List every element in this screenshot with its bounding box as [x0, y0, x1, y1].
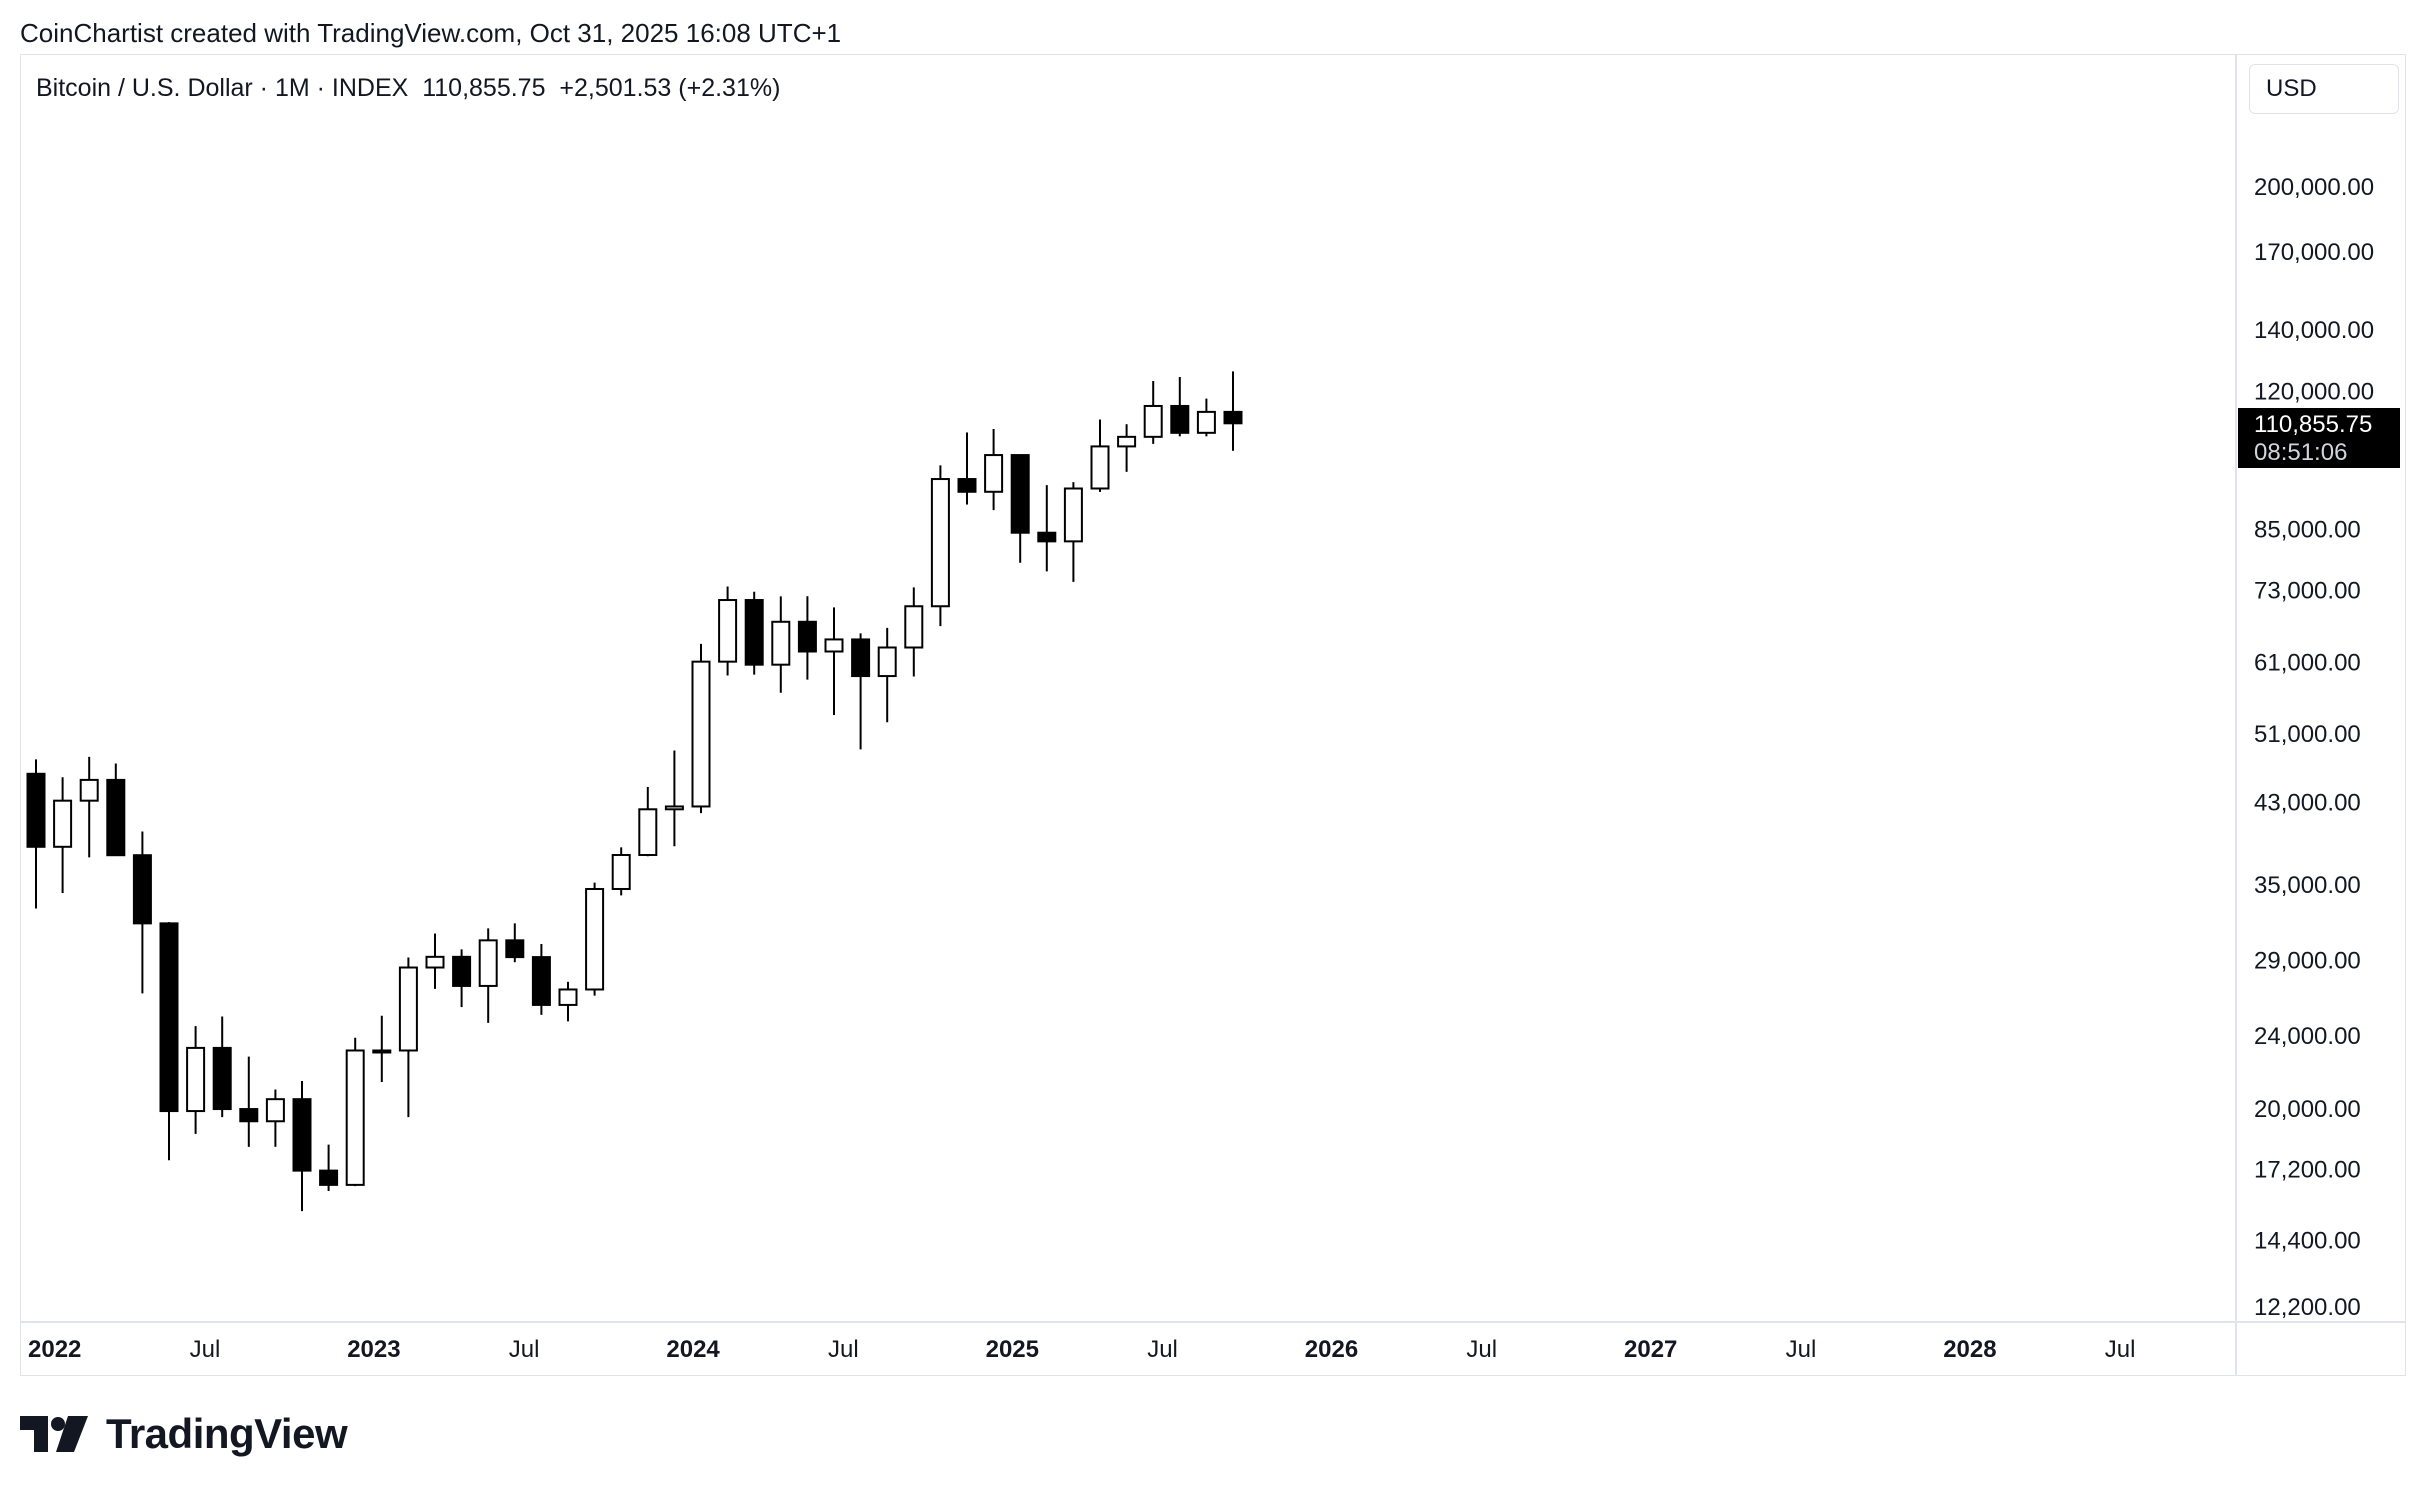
price-tick-label: 170,000.00 [2254, 239, 2374, 266]
time-axis: 2022 Jul 2023 Jul 2024 Jul 2025 Jul 2026 Jul 2027 J… [28, 1336, 2135, 1363]
candle-2022-09[interactable] [239, 1108, 259, 1123]
time-tick-month: Jul [1147, 1336, 1178, 1363]
time-tick-month: Jul [1786, 1336, 1817, 1363]
candle-2024-05[interactable] [771, 620, 791, 666]
candle-2023-07[interactable] [505, 939, 525, 959]
price-tick-label: 120,000.00 [2254, 379, 2374, 406]
price-tick-label: 51,000.00 [2254, 721, 2361, 748]
price-axis: 200,000.00 170,000.00 140,000.00 120,000.00… [2254, 174, 2374, 1321]
candle-2025-07[interactable] [1143, 404, 1163, 438]
time-tick-month: Jul [509, 1336, 540, 1363]
candle-2023-08[interactable] [531, 956, 551, 1006]
price-tick-label: 61,000.00 [2254, 650, 2361, 677]
candle-2024-06[interactable] [797, 620, 817, 653]
candle-2025-02[interactable] [1010, 454, 1030, 534]
price-change: +2,501.53 (+2.31%) [559, 74, 781, 102]
candle-2023-12[interactable] [638, 808, 658, 856]
candle-2025-04[interactable] [1063, 487, 1083, 543]
price-tick-label: 200,000.00 [2254, 174, 2374, 201]
candle-2024-04[interactable] [744, 599, 764, 666]
symbol-legend: Bitcoin / U.S. Dollar · 1M · INDEX 110,8… [36, 74, 780, 103]
time-tick-month: Jul [828, 1336, 859, 1363]
candle-2025-09[interactable] [1196, 410, 1216, 434]
price-tag-box [2238, 408, 2400, 468]
candle-2025-03[interactable] [1037, 531, 1057, 543]
price-tick-label: 43,000.00 [2254, 790, 2361, 817]
candle-2022-04[interactable] [106, 778, 126, 857]
candle-2024-01[interactable] [664, 805, 684, 811]
candle-2022-03[interactable] [79, 778, 99, 802]
price-tick-label: 29,000.00 [2254, 947, 2361, 974]
candle-2025-08[interactable] [1170, 404, 1190, 434]
price-tick-label: 14,400.00 [2254, 1228, 2361, 1255]
candle-2024-02[interactable] [691, 660, 711, 808]
currency-button[interactable]: USD [2249, 64, 2399, 114]
candle-2023-04[interactable] [425, 955, 445, 969]
price-tag-price: 110,855.75 [2254, 411, 2372, 438]
candle-2024-08[interactable] [851, 638, 871, 678]
candle-2023-06[interactable] [478, 939, 498, 987]
time-tick-year: 2024 [666, 1336, 720, 1363]
candle-2025-06[interactable] [1117, 435, 1137, 448]
tradingview-logo-text: TradingView [106, 1410, 348, 1457]
candle-2024-11[interactable] [930, 478, 950, 608]
candle-2022-10[interactable] [265, 1098, 285, 1123]
candle-2023-01[interactable] [345, 1049, 365, 1186]
price-tick-label: 85,000.00 [2254, 517, 2361, 544]
time-tick-year: 2027 [1624, 1336, 1677, 1363]
time-tick-month: Jul [1466, 1336, 1497, 1363]
time-tick-year: 2023 [347, 1336, 400, 1363]
price-tick-label: 73,000.00 [2254, 578, 2361, 605]
time-tick-year: 2025 [986, 1336, 1039, 1363]
time-tick-year: 2022 [28, 1336, 81, 1363]
candle-2022-01[interactable] [26, 772, 46, 848]
attribution-text: CoinChartist created with TradingView.co… [20, 18, 842, 48]
candle-2022-08[interactable] [212, 1046, 232, 1111]
candle-2022-06[interactable] [159, 922, 179, 1113]
candle-2022-07[interactable] [186, 1046, 206, 1113]
candle-2024-03[interactable] [718, 599, 738, 663]
last-price: 110,855.75 [422, 74, 546, 102]
candle-2024-07[interactable] [824, 638, 844, 653]
candle-2023-02[interactable] [372, 1049, 392, 1054]
candle-2022-05[interactable] [132, 854, 152, 925]
time-tick-year: 2028 [1943, 1336, 1996, 1363]
price-tick-label: 24,000.00 [2254, 1023, 2361, 1050]
candle-2023-03[interactable] [398, 966, 418, 1052]
candle-2025-01[interactable] [984, 454, 1004, 493]
candle-2025-10[interactable] [1223, 410, 1243, 425]
price-tick-label: 20,000.00 [2254, 1096, 2361, 1123]
candle-2023-05[interactable] [452, 955, 472, 987]
candles-group [26, 371, 1243, 1212]
price-tick-label: 12,200.00 [2254, 1294, 2361, 1321]
chart-frame [20, 54, 2406, 1376]
tradingview-logo-icon [20, 1416, 88, 1452]
price-tick-label: 140,000.00 [2254, 317, 2374, 344]
time-tick-year: 2026 [1305, 1336, 1358, 1363]
time-tick-month: Jul [190, 1336, 221, 1363]
price-tag: 110,855.75 08:51:06 [2238, 408, 2400, 468]
candle-2023-09[interactable] [558, 988, 578, 1006]
candle-2023-11[interactable] [611, 853, 631, 890]
tradingview-logo: TradingView [20, 1410, 348, 1458]
time-tick-month: Jul [2105, 1336, 2136, 1363]
candle-2024-12[interactable] [957, 478, 977, 493]
candle-2022-12[interactable] [319, 1169, 339, 1186]
candle-2024-10[interactable] [904, 605, 924, 649]
price-tag-countdown: 08:51:06 [2254, 439, 2347, 466]
price-tick-label: 35,000.00 [2254, 872, 2361, 899]
symbol-name: Bitcoin / U.S. Dollar · 1M · INDEX [36, 74, 409, 102]
candle-2022-11[interactable] [292, 1098, 312, 1172]
price-tick-label: 17,200.00 [2254, 1156, 2361, 1183]
candle-2022-02[interactable] [53, 799, 73, 848]
candle-2023-10[interactable] [585, 887, 605, 991]
candle-2025-05[interactable] [1090, 445, 1110, 490]
candle-2024-09[interactable] [877, 646, 897, 678]
